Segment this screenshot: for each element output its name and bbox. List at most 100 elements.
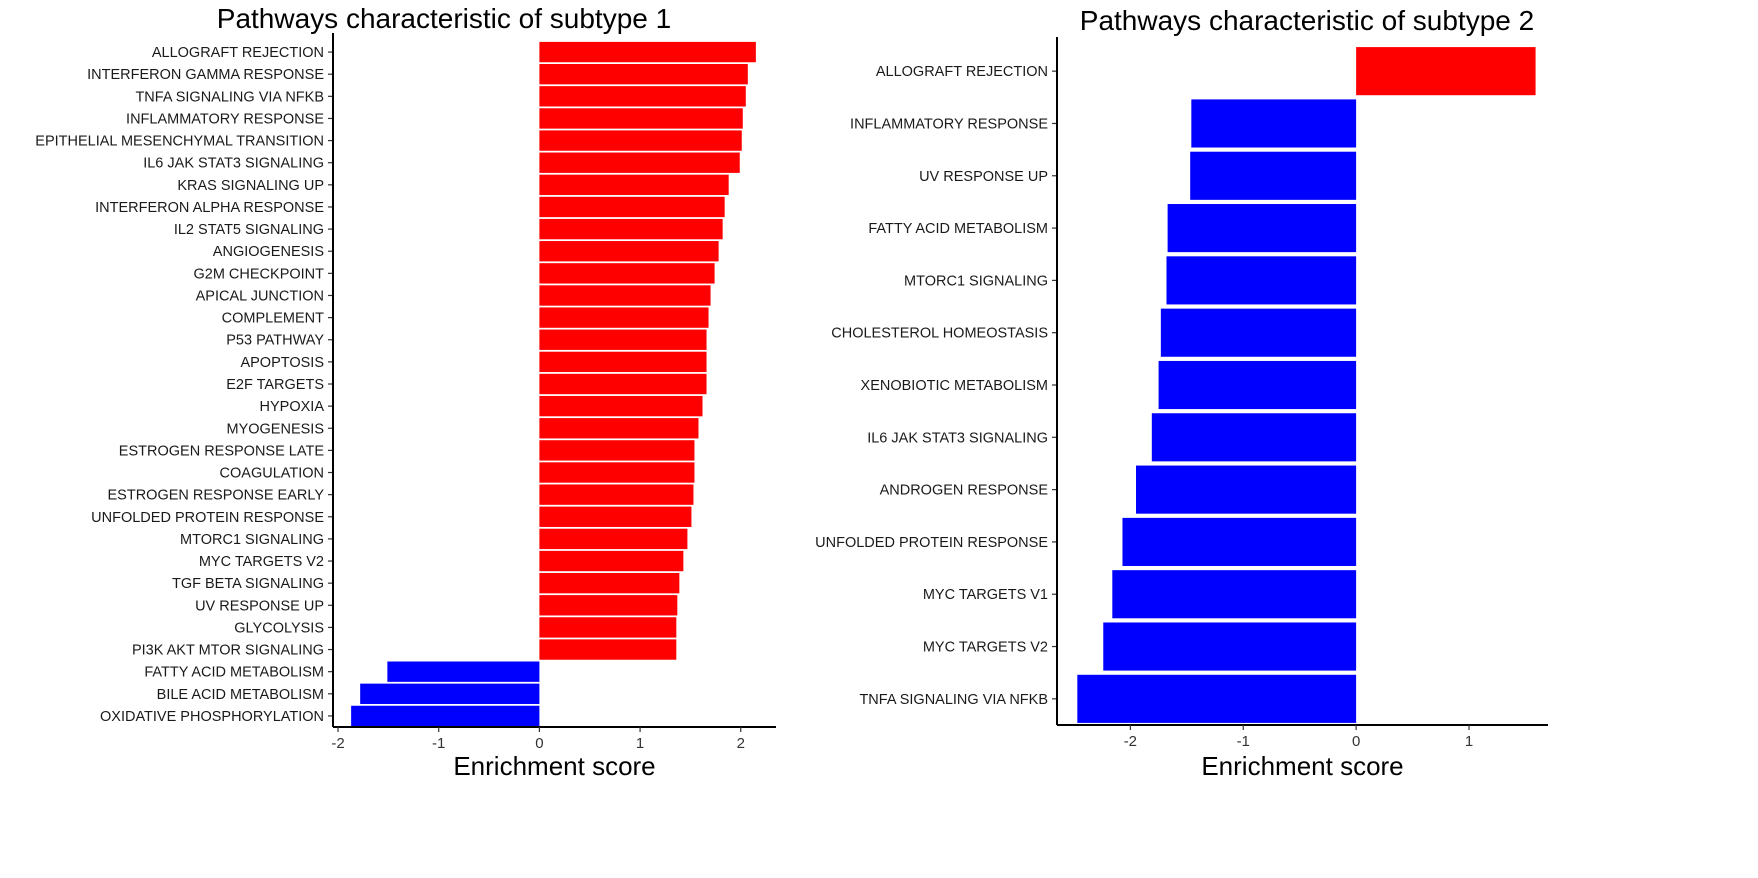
bar xyxy=(1356,47,1536,96)
category-label: FATTY ACID METABOLISM xyxy=(144,665,324,681)
category-label: UNFOLDED PROTEIN RESPONSE xyxy=(815,535,1048,551)
x-tick-label: 1 xyxy=(1465,733,1473,750)
category-label: BILE ACID METABOLISM xyxy=(157,687,324,703)
bar xyxy=(539,395,703,417)
bar xyxy=(1136,465,1357,514)
x-tick-label: 0 xyxy=(535,735,543,752)
bar xyxy=(539,550,684,572)
bar xyxy=(539,263,715,284)
bar xyxy=(1103,622,1357,671)
category-label: COAGULATION xyxy=(220,466,324,482)
x-tick-label: -1 xyxy=(1237,733,1250,750)
x-axis-label: Enrichment score xyxy=(453,751,655,781)
x-tick-label: 1 xyxy=(636,735,644,752)
bar xyxy=(539,41,756,63)
category-label: TNFA SIGNALING VIA NFKB xyxy=(135,89,324,105)
category-label: G2M CHECKPOINT xyxy=(193,266,324,282)
category-label: MTORC1 SIGNALING xyxy=(180,532,324,548)
bar xyxy=(351,705,540,727)
category-label: UV RESPONSE UP xyxy=(919,169,1048,185)
x-tick-label: -1 xyxy=(432,735,445,752)
bar xyxy=(1122,517,1357,566)
bar xyxy=(539,484,694,505)
bar xyxy=(539,307,709,328)
bar xyxy=(539,373,707,395)
bar xyxy=(1077,674,1357,723)
category-label: APOPTOSIS xyxy=(240,355,324,371)
category-label: TNFA SIGNALING VIA NFKB xyxy=(859,692,1048,708)
bar xyxy=(539,639,677,660)
bar xyxy=(539,595,678,616)
category-label: MYC TARGETS V2 xyxy=(199,554,324,570)
category-label: IL6 JAK STAT3 SIGNALING xyxy=(867,430,1048,446)
bar xyxy=(539,617,677,638)
category-label: P53 PATHWAY xyxy=(226,333,324,349)
bar xyxy=(539,329,707,350)
x-tick-label: -2 xyxy=(1124,733,1137,750)
bar xyxy=(1151,413,1357,462)
x-tick-label: 2 xyxy=(737,735,745,752)
bar xyxy=(1166,256,1357,305)
bar xyxy=(539,440,695,461)
chart-title: Pathways characteristic of subtype 2 xyxy=(1080,5,1534,36)
bar xyxy=(1158,360,1357,410)
category-label: PI3K AKT MTOR SIGNALING xyxy=(132,643,324,659)
x-tick-label: 0 xyxy=(1352,733,1360,750)
category-label: APICAL JUNCTION xyxy=(196,288,324,304)
category-label: ESTROGEN RESPONSE EARLY xyxy=(108,488,325,504)
category-label: INFLAMMATORY RESPONSE xyxy=(126,111,324,127)
category-label: ALLOGRAFT REJECTION xyxy=(876,64,1048,80)
category-label: INFLAMMATORY RESPONSE xyxy=(850,116,1048,132)
category-label: FATTY ACID METABOLISM xyxy=(868,221,1048,237)
bar xyxy=(539,130,742,151)
bar xyxy=(539,462,695,483)
bar xyxy=(539,572,680,594)
bar xyxy=(539,108,743,129)
bar xyxy=(539,196,725,218)
chart-panel-2: Pathways characteristic of subtype 2 ALLO… xyxy=(815,5,1548,781)
chart-title: Pathways characteristic of subtype 1 xyxy=(217,3,671,34)
bar xyxy=(539,528,688,550)
category-label: GLYCOLYSIS xyxy=(234,620,324,636)
category-label: TGF BETA SIGNALING xyxy=(172,576,324,592)
category-label: ANDROGEN RESPONSE xyxy=(880,483,1049,499)
category-label: INTERFERON GAMMA RESPONSE xyxy=(87,67,324,83)
category-label: MYOGENESIS xyxy=(227,421,325,437)
bar xyxy=(1167,204,1357,253)
bar xyxy=(539,64,748,85)
category-label: E2F TARGETS xyxy=(226,377,324,393)
bar xyxy=(539,218,723,240)
bar xyxy=(539,152,740,173)
bar xyxy=(539,285,711,306)
category-label: XENOBIOTIC METABOLISM xyxy=(861,378,1048,394)
bar xyxy=(387,661,540,682)
category-label: KRAS SIGNALING UP xyxy=(177,178,324,194)
category-label: MYC TARGETS V1 xyxy=(923,587,1048,603)
category-label: IL2 STAT5 SIGNALING xyxy=(174,222,324,238)
bar xyxy=(1190,151,1357,200)
bar xyxy=(1112,570,1357,619)
category-label: IL6 JAK STAT3 SIGNALING xyxy=(143,156,324,172)
bar xyxy=(539,241,719,262)
chart-panel-1: Pathways characteristic of subtype 1 ALLO… xyxy=(35,3,776,781)
x-tick-label: -2 xyxy=(331,735,344,752)
category-label: UNFOLDED PROTEIN RESPONSE xyxy=(91,510,324,526)
bar xyxy=(1191,99,1357,148)
category-label: OXIDATIVE PHOSPHORYLATION xyxy=(100,709,324,725)
category-label: COMPLEMENT xyxy=(222,311,324,327)
category-label: HYPOXIA xyxy=(260,399,325,415)
bar xyxy=(1160,308,1357,357)
bar xyxy=(539,418,699,439)
bar xyxy=(539,351,707,373)
bar xyxy=(539,506,692,527)
category-label: ESTROGEN RESPONSE LATE xyxy=(119,443,325,459)
x-axis-label: Enrichment score xyxy=(1201,751,1403,781)
category-label: ALLOGRAFT REJECTION xyxy=(152,45,324,61)
category-label: MYC TARGETS V2 xyxy=(923,640,1048,656)
category-label: INTERFERON ALPHA RESPONSE xyxy=(95,200,324,216)
category-label: CHOLESTEROL HOMEOSTASIS xyxy=(831,326,1048,342)
category-label: EPITHELIAL MESENCHYMAL TRANSITION xyxy=(35,134,324,150)
bar xyxy=(360,683,540,704)
bar xyxy=(539,174,729,196)
